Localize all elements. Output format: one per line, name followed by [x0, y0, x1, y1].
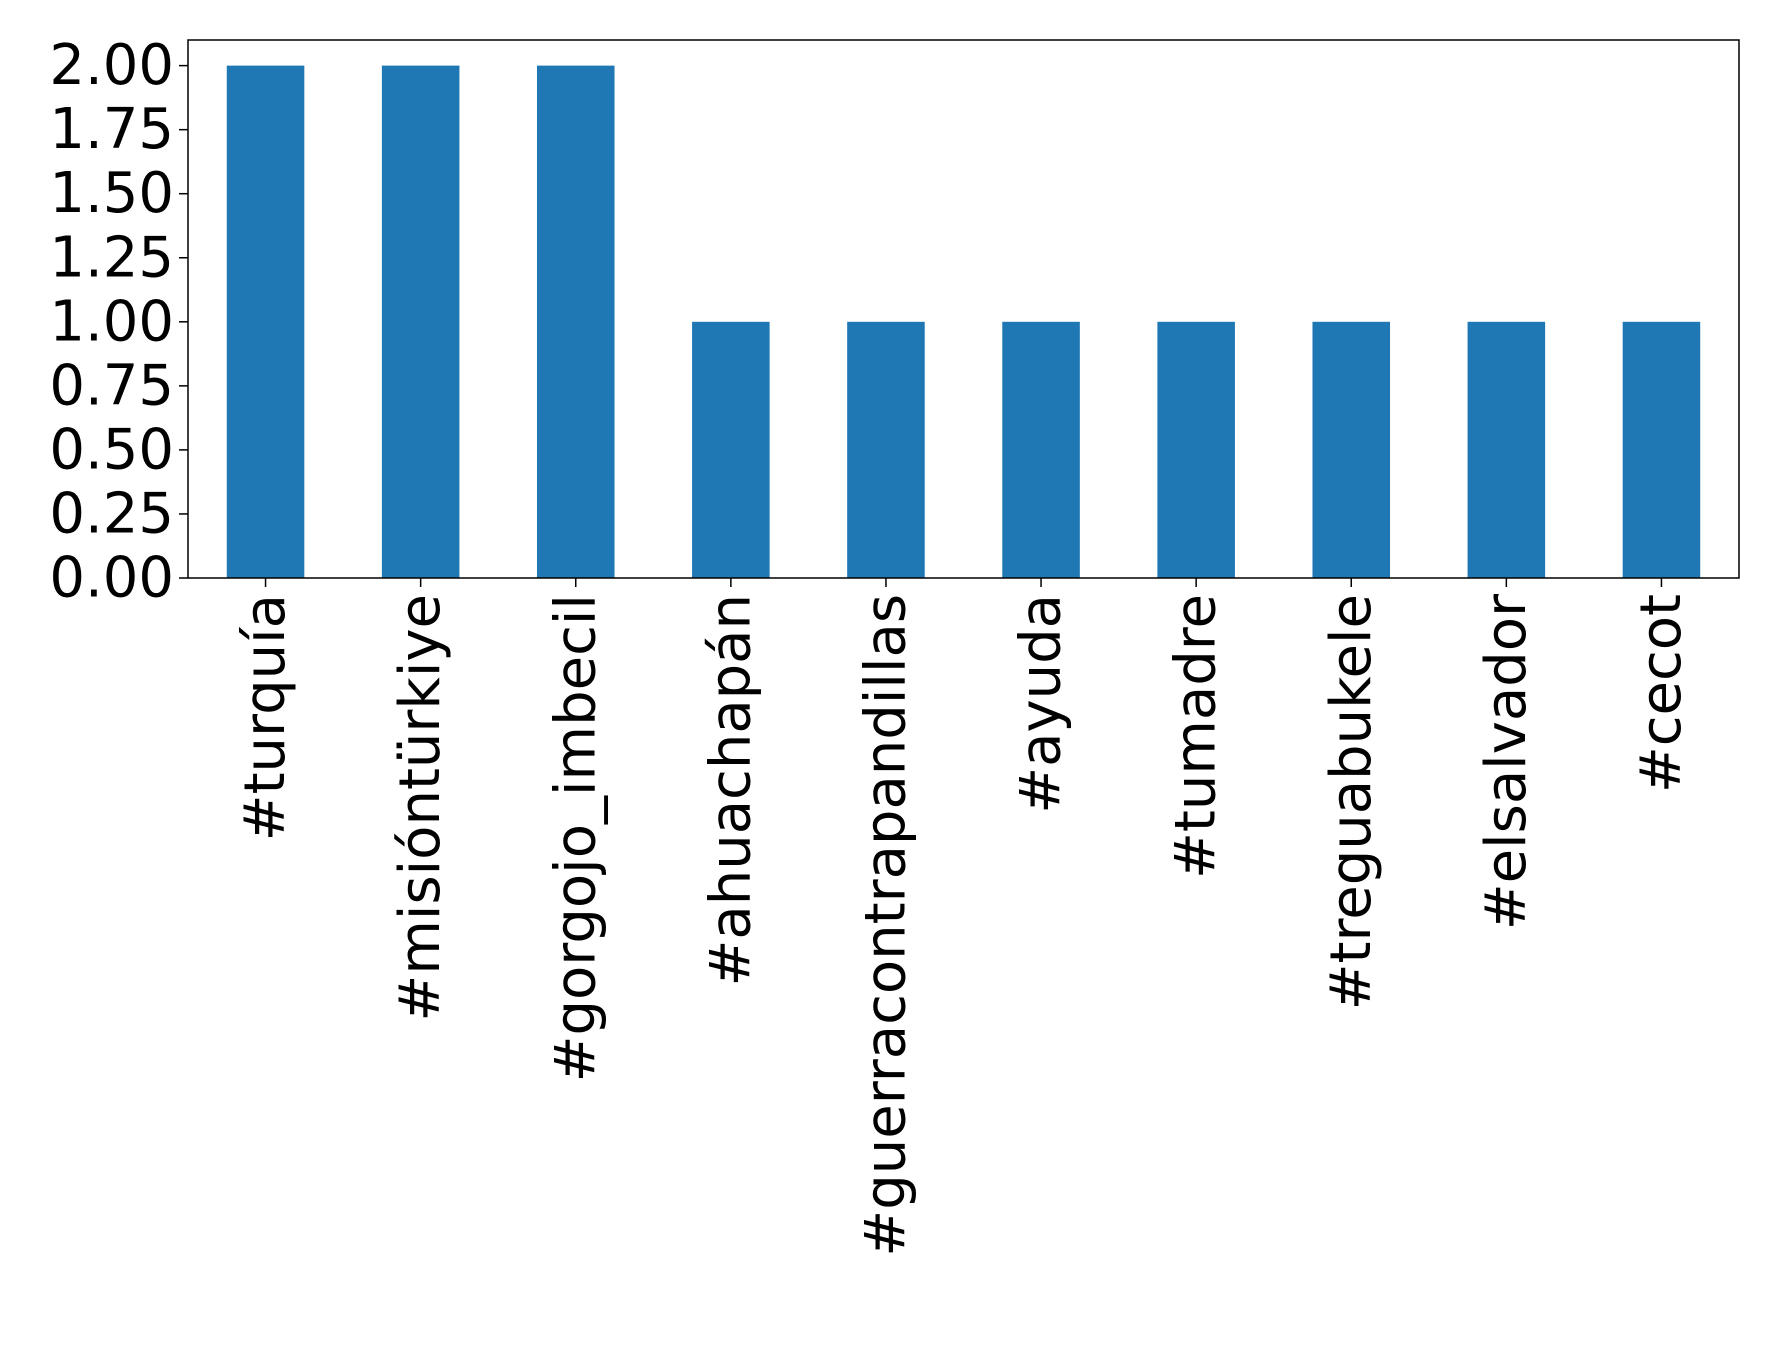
- bar: [381, 65, 460, 579]
- x-tick-label: #guerracontrapandillas: [853, 594, 918, 1257]
- bar: [1467, 321, 1546, 578]
- y-tick-label: 1.00: [49, 289, 174, 354]
- bar: [1002, 321, 1080, 578]
- bar: [226, 65, 305, 579]
- plot-frame: [187, 39, 1740, 579]
- y-tick-label: 1.25: [49, 225, 174, 290]
- bar: [1622, 321, 1701, 578]
- y-tick-label: 1.50: [49, 161, 174, 226]
- y-tick-label: 2.00: [49, 33, 174, 98]
- y-tick-label: 0.50: [49, 417, 174, 482]
- x-tick-label: #cecot: [1629, 594, 1694, 793]
- y-tick-label: 1.75: [49, 97, 174, 162]
- bar: [847, 321, 925, 578]
- x-tick-label: #misióntürkiye: [388, 594, 453, 1022]
- x-tick-label: #tumadre: [1164, 594, 1229, 879]
- bar: [1157, 321, 1235, 578]
- bar: [536, 65, 615, 579]
- y-tick-label: 0.75: [49, 353, 174, 418]
- bar: [692, 321, 770, 578]
- x-tick-label: #ayuda: [1009, 594, 1074, 814]
- x-tick-label: #ahuachapán: [698, 594, 763, 987]
- x-tick-label: #elsalvador: [1474, 593, 1539, 930]
- bar: [1312, 321, 1391, 578]
- y-tick-label: 0.25: [49, 481, 174, 546]
- x-tick-label: #turquía: [233, 594, 298, 841]
- x-tick-label: #gorgojo_imbecil: [543, 594, 608, 1082]
- x-tick-label: #treguabukele: [1319, 594, 1384, 1010]
- y-tick-label: 0.00: [49, 546, 174, 611]
